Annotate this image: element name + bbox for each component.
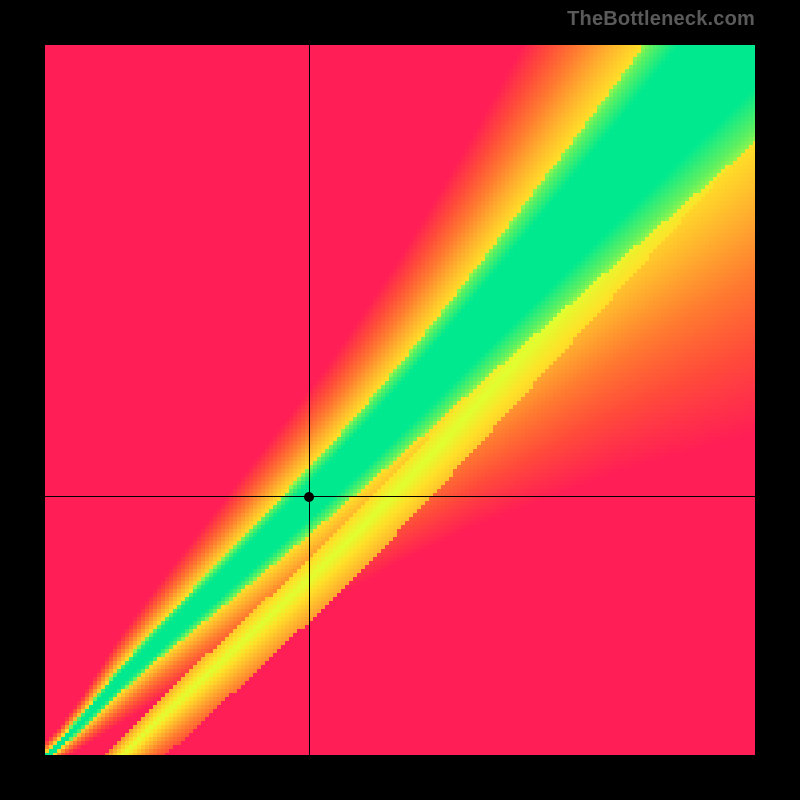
watermark-text: TheBottleneck.com (567, 8, 755, 31)
crosshair-vertical (309, 45, 310, 755)
crosshair-horizontal (45, 496, 755, 497)
plot-area (45, 45, 755, 755)
heatmap-canvas (45, 45, 755, 755)
chart-frame: TheBottleneck.com (0, 0, 800, 800)
data-point-marker (304, 492, 314, 502)
